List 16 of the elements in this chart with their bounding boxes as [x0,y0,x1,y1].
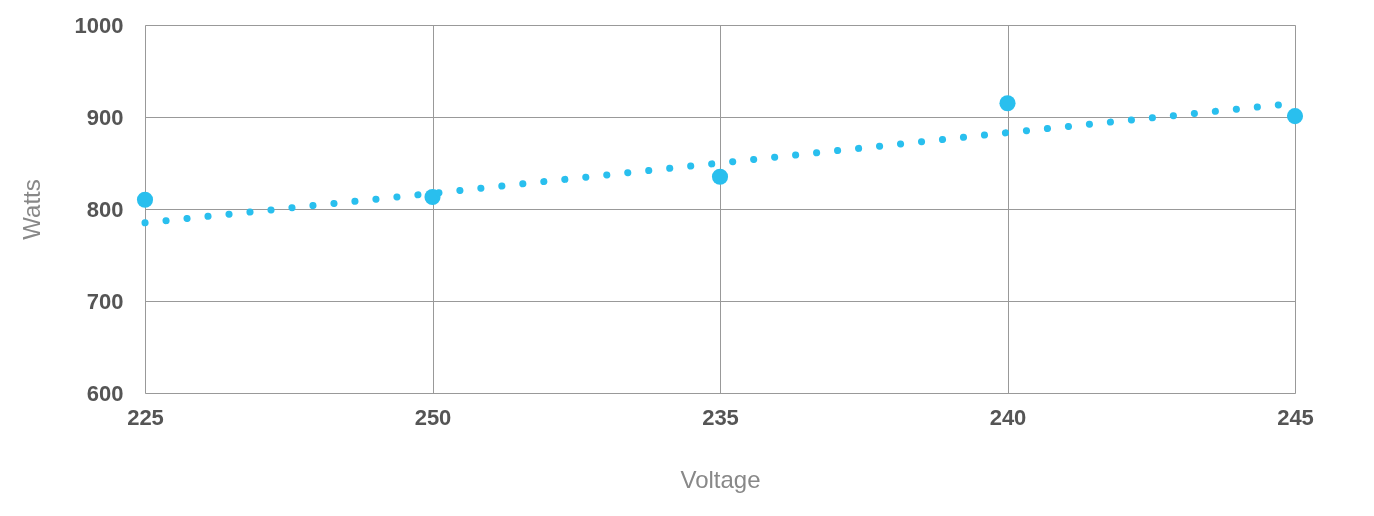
x-tick-label: 250 [414,404,452,430]
y-tick-label: 600 [86,380,124,406]
x-tick-label: 235 [702,404,739,430]
x-tick-label: 225 [127,404,164,430]
y-tick-label: 700 [86,288,124,314]
point [1286,108,1304,125]
x-tick-label: 245 [1277,404,1314,430]
point [999,95,1016,112]
point [711,168,729,185]
y-tick-label: 1000 [74,12,124,38]
point [136,191,154,208]
x-axis-title: Voltage [680,465,761,493]
x-tick-label: 240 [989,404,1027,430]
y-axis-title: Watts [17,179,45,240]
y-tick-label: 900 [86,104,124,130]
y-tick-label: 800 [86,196,124,222]
